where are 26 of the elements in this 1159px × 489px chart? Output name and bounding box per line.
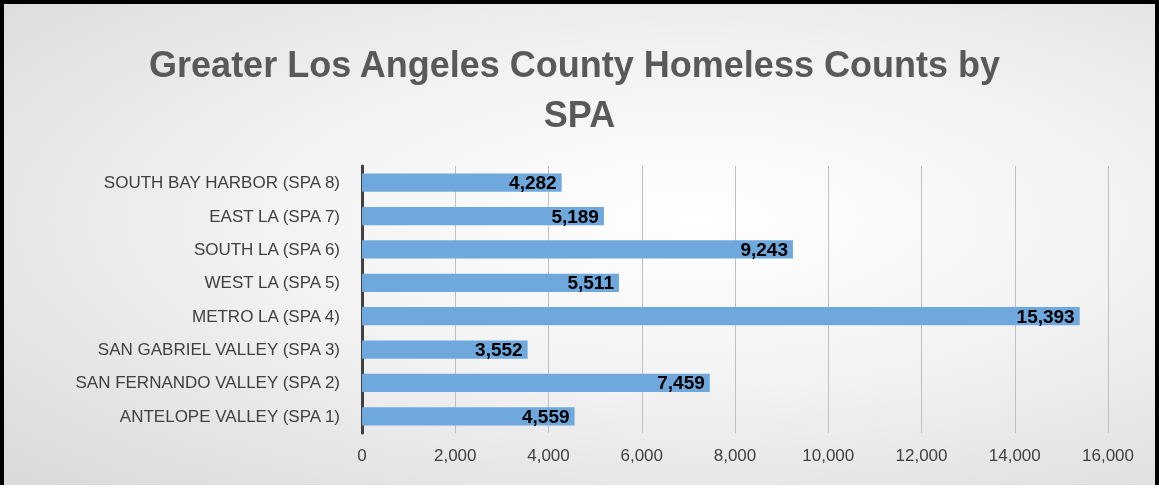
y-tick-label: SOUTH LA (SPA 6) <box>193 239 340 259</box>
x-tick-label: 10,000 <box>802 446 855 465</box>
y-tick-label: SOUTH BAY HARBOR (SPA 8) <box>103 173 340 193</box>
x-tick-label: 16,000 <box>1082 446 1134 465</box>
x-tick-label: 6,000 <box>620 446 664 465</box>
data-label: 5,189 <box>551 205 599 227</box>
x-tick-label: 2,000 <box>433 446 477 465</box>
data-label: 3,552 <box>475 339 523 361</box>
y-tick-label: SAN GABRIEL VALLEY (SPA 3) <box>97 340 340 360</box>
data-label: 9,243 <box>740 238 788 260</box>
y-tick-label: EAST LA (SPA 7) <box>209 206 340 226</box>
x-tick-label: 4,000 <box>527 446 570 465</box>
data-label: 4,559 <box>522 405 570 427</box>
chart-title: Greater Los Angeles County Homeless Counts by SPA <box>149 43 1010 135</box>
data-label: 15,393 <box>1016 305 1075 327</box>
x-tick-label: 0 <box>357 446 367 465</box>
y-tick-label: WEST LA (SPA 5) <box>204 273 340 293</box>
data-label: 5,511 <box>567 272 615 294</box>
y-tick-label: SAN FERNANDO VALLEY (SPA 2) <box>75 373 340 393</box>
x-tick-label: 14,000 <box>988 446 1041 465</box>
x-tick-label: 12,000 <box>895 446 948 465</box>
y-tick-label: ANTELOPE VALLEY (SPA 1) <box>119 406 340 426</box>
y-tick-label: METRO LA (SPA 4) <box>191 306 340 326</box>
x-tick-label: 8,000 <box>713 446 757 465</box>
data-label: 4,282 <box>509 172 557 194</box>
data-label: 7,459 <box>657 372 705 394</box>
